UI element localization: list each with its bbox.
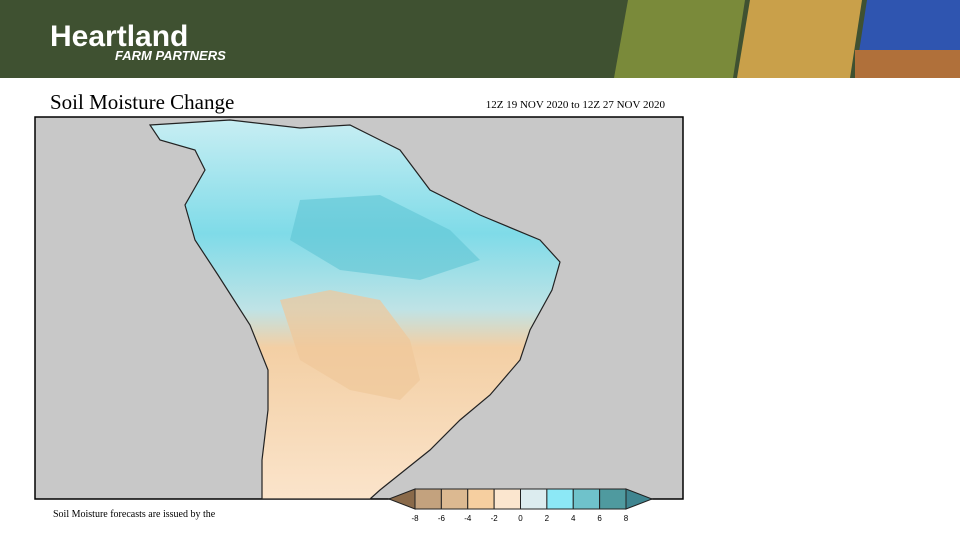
colorbar-segment	[467, 488, 495, 510]
colorbar-segment	[414, 488, 442, 510]
colorbar-tick-label: 8	[624, 514, 629, 523]
footnote: Soil Moisture forecasts are issued by th…	[53, 509, 216, 520]
colorbar: -8 -6 -4 -2 0 2 4 6 8	[387, 488, 654, 523]
colorbar-segment	[440, 488, 469, 510]
colorbar-segment	[572, 488, 601, 510]
tagline: FARM PARTNERS	[115, 48, 226, 63]
photo-cow	[614, 0, 745, 78]
colorbar-tick-label: 0	[518, 514, 523, 523]
colorbar-segment	[520, 488, 548, 510]
map-title: Soil Moisture Change	[50, 90, 234, 114]
colorbar-tick-label: 6	[597, 514, 602, 523]
colorbar-tick-label: -4	[464, 514, 472, 523]
colorbar-tick-label: 4	[571, 514, 576, 523]
colorbar-tick-label: -6	[438, 514, 446, 523]
date-range: 12Z 19 NOV 2020 to 12Z 27 NOV 2020	[486, 99, 666, 111]
colorbar-tick-label: 2	[545, 514, 550, 523]
colorbar-tick-label: -2	[491, 514, 499, 523]
colorbar-segment	[493, 488, 521, 510]
colorbar-tick-label: -8	[411, 514, 419, 523]
brand: Heartland	[50, 20, 188, 53]
colorbar-segment	[599, 488, 627, 510]
photo-field-crop	[855, 50, 960, 78]
colorbar-segment	[546, 488, 574, 510]
dry-region	[280, 290, 420, 400]
photo-corn	[737, 0, 862, 78]
wet-region	[290, 195, 480, 280]
colorbar-arrow-high	[625, 488, 654, 510]
